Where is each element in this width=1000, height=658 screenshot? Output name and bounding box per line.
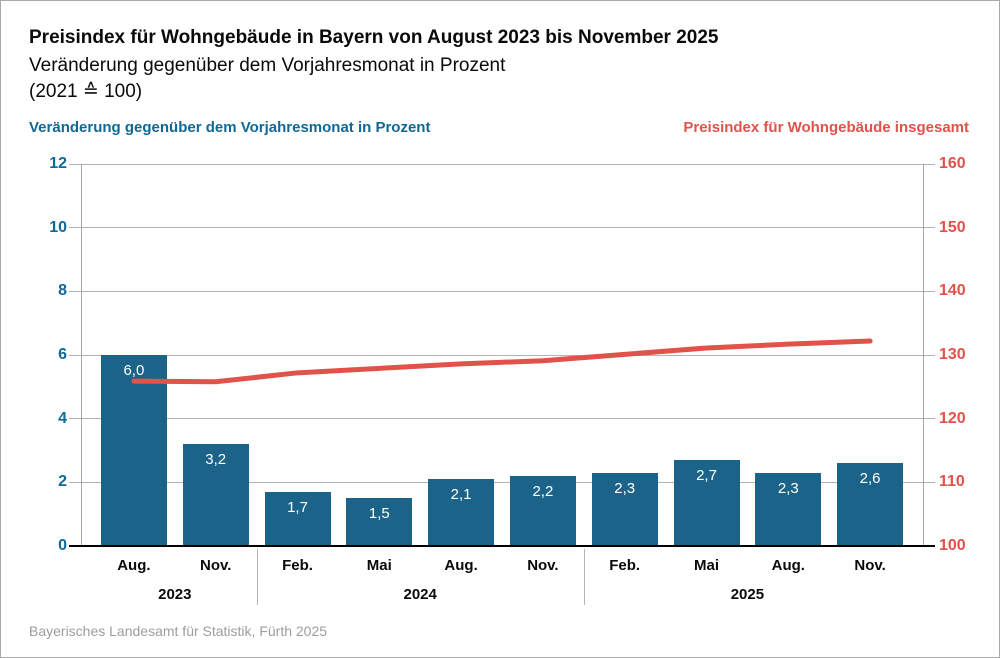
- right-axis-tick: [923, 290, 935, 292]
- left-axis-tick: [69, 481, 81, 483]
- year-label: 2023: [158, 586, 192, 603]
- left-axis-tick-label: 10: [49, 218, 67, 236]
- left-axis-tick: [69, 290, 81, 292]
- year-label: 2024: [403, 586, 437, 603]
- left-axis-line: [81, 164, 82, 546]
- bar-value-label: 3,2: [205, 451, 227, 469]
- x-axis-baseline: [69, 545, 935, 547]
- right-axis-tick: [923, 227, 935, 229]
- legend-right-axis-label: Preisindex für Wohngebäude insgesamt: [683, 119, 969, 136]
- right-axis-tick: [923, 418, 935, 420]
- month-tick-label: Aug.: [117, 557, 151, 574]
- left-axis-tick-label: 0: [58, 537, 67, 554]
- month-tick-label: Nov.: [527, 557, 559, 574]
- grid-line: [81, 418, 923, 420]
- bar: [673, 460, 740, 546]
- chart-subtitle: Veränderung gegenüber dem Vorjahresmonat…: [29, 55, 506, 76]
- month-tick-label: Mai: [693, 557, 719, 574]
- month-tick-label: Nov.: [199, 557, 232, 574]
- month-tick-label: Feb.: [609, 557, 641, 574]
- bar-value-label: 2,7: [696, 467, 717, 485]
- month-tick-label: Aug.: [771, 557, 805, 574]
- bar: [755, 472, 822, 546]
- year-label: 2025: [730, 586, 765, 603]
- right-axis-tick-label: 120: [939, 409, 966, 427]
- month-tick-label: Mai: [366, 557, 392, 574]
- bar: [591, 472, 658, 546]
- source-attribution: Bayerisches Landesamt für Statistik, Für…: [29, 623, 328, 639]
- left-axis-tick-label: 6: [58, 346, 67, 363]
- left-axis-tick: [69, 354, 81, 356]
- right-axis-tick-label: 160: [939, 155, 966, 172]
- grid-line: [81, 290, 923, 292]
- month-tick-label: Aug.: [444, 557, 478, 574]
- right-axis-tick-label: 130: [939, 346, 966, 363]
- left-axis-tick: [69, 163, 81, 165]
- right-axis-tick-label: 140: [939, 282, 966, 300]
- left-axis-tick: [69, 227, 81, 229]
- bar-value-label: 2,3: [614, 479, 636, 497]
- left-axis-tick-label: 4: [58, 409, 67, 427]
- bar: [346, 498, 413, 546]
- grid-line: [81, 354, 923, 356]
- right-axis-tick-label: 150: [939, 218, 966, 236]
- chart-title: Preisindex für Wohngebäude in Bayern von…: [29, 27, 719, 48]
- chart-basis-note: (2021 ≙ 100): [29, 81, 143, 102]
- left-axis-tick-label: 2: [58, 473, 67, 491]
- right-axis-tick-label: 100: [939, 537, 966, 554]
- bar-value-label: 2,1: [450, 486, 472, 504]
- bar: [428, 479, 495, 546]
- left-axis-tick: [69, 418, 81, 420]
- bar: [837, 463, 904, 546]
- legend-left-axis-label: Veränderung gegenüber dem Vorjahresmonat…: [29, 119, 431, 136]
- right-axis-tick: [923, 163, 935, 165]
- index-line: [131, 338, 873, 385]
- bar-value-label: 1,5: [368, 505, 390, 523]
- year-separator: [256, 549, 258, 605]
- bar-value-label: 6,0: [123, 362, 145, 379]
- right-axis-tick-label: 110: [939, 473, 965, 491]
- right-axis-tick: [923, 481, 935, 483]
- month-tick-label: Nov.: [854, 557, 886, 574]
- grid-line: [81, 481, 923, 483]
- right-axis-tick: [923, 354, 935, 356]
- bar: [264, 491, 331, 546]
- bar: [182, 444, 249, 546]
- bar-value-label: 2,6: [859, 470, 881, 488]
- bar-value-label: 2,2: [532, 482, 554, 500]
- grid-line: [81, 227, 923, 229]
- left-axis-tick-label: 8: [58, 282, 67, 300]
- month-tick-label: Feb.: [282, 557, 313, 574]
- year-separator: [583, 549, 585, 605]
- left-axis-tick-label: 12: [49, 155, 67, 172]
- bar-value-label: 2,3: [777, 479, 799, 497]
- bar: [100, 355, 167, 546]
- right-axis-line: [923, 164, 924, 546]
- grid-line: [81, 163, 923, 165]
- bar-value-label: 1,7: [287, 498, 308, 516]
- bar: [509, 475, 576, 546]
